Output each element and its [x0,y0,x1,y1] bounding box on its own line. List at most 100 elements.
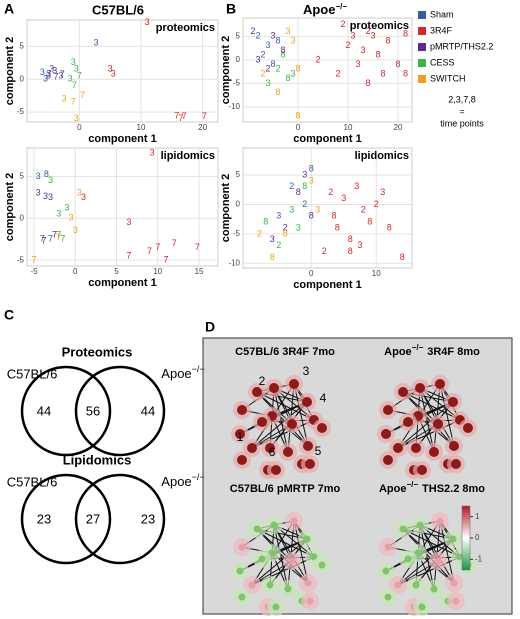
venn-circle [20,473,112,565]
x-tick-label: 0 [296,123,301,132]
venn-circle [74,473,166,565]
network-title: Apoe−/− THS2.2 8mo [379,480,485,495]
point: 3 [68,74,73,84]
node [451,459,461,469]
point: 3 [285,26,290,36]
y-tick-label: 0 [20,213,25,222]
node [404,555,412,563]
venn-title: Lipidomics [63,452,132,467]
network-edge [402,391,455,447]
point: 2 [250,26,255,36]
node [257,417,267,427]
node [235,429,245,439]
node [384,543,392,551]
point: 8 [380,68,385,78]
colorbar [461,505,471,571]
point: 3 [357,240,362,250]
point: 2 [265,64,270,74]
panel-letter: B [226,1,236,17]
network-edge [402,391,461,421]
network-edge [439,520,455,584]
point: 3 [73,225,78,235]
y-axis-label: component 2 [220,174,232,242]
node [452,597,460,605]
point: 7 [202,111,207,121]
node-label: 3 [303,364,310,378]
y-tick-label: 5 [20,41,25,50]
node [412,581,420,589]
node [381,429,391,439]
legend-swatch [418,27,426,35]
node [418,603,426,611]
node [288,557,296,565]
x-axis-label: component 1 [88,133,156,145]
label-sup: −/− [192,472,205,482]
point: 3 [276,211,281,221]
y-axis-label: component 2 [4,173,16,241]
node [287,419,297,429]
venn-count: 56 [86,403,100,418]
node [382,567,390,575]
point: 7 [60,69,65,79]
x-tick-label: 5 [114,267,119,276]
point: 7 [172,238,177,248]
y-tick-label: -10 [228,102,240,111]
point: 3 [46,70,51,80]
colorbar-label: -1 [475,554,483,563]
node [270,521,278,529]
point: 7 [41,235,46,245]
network-edge [256,391,315,421]
point: 3 [52,66,57,76]
legend-swatch [418,59,426,67]
point: 8 [387,222,392,232]
point: 2 [361,205,366,215]
point: 7 [126,250,131,260]
title-text: C57BL/6 3R4F 7mo [235,346,335,358]
venn-circle [74,365,166,457]
point: 7 [32,255,37,265]
node [265,443,275,453]
point: 7 [56,232,61,242]
venn-title: Proteomics [62,344,133,359]
point: 3 [48,192,53,202]
node [305,459,315,469]
title-sup: −/− [335,2,347,11]
point: 2 [374,199,379,209]
point: 7 [48,234,53,244]
point: 8 [302,181,307,191]
node [237,405,247,415]
plot-area [26,19,219,123]
network-edge [273,524,289,590]
title-rest: THS2.2 8mo [422,483,485,495]
network-edge [251,538,308,586]
point: 3 [58,70,63,80]
point: 7 [53,72,58,82]
node [247,443,257,453]
point: 3 [43,191,48,201]
venn-right-label: Apoe−/− [161,472,204,489]
point: 7 [174,110,179,120]
node [384,593,392,601]
x-axis-label: component 1 [293,279,361,291]
panel-letter: A [4,1,14,17]
point: 3 [341,193,346,203]
x-axis-label: component 1 [88,277,156,289]
point: 8 [309,211,314,221]
point: 3 [36,171,41,181]
point: 7 [195,242,200,252]
node-label: 2 [259,374,266,388]
x-tick-label: 0 [77,123,82,132]
point: 3 [71,57,76,67]
node [248,581,256,589]
plot-area [26,147,219,267]
title-text: Apoe [303,2,336,17]
point: 8 [295,111,300,121]
point: 3 [296,222,301,232]
y-tick-label: -5 [17,107,25,116]
point: 7 [56,229,61,239]
point: 3 [355,59,360,69]
node [289,379,299,389]
point: 3 [290,35,295,45]
point: 7 [80,90,85,100]
plot-area [242,17,413,123]
